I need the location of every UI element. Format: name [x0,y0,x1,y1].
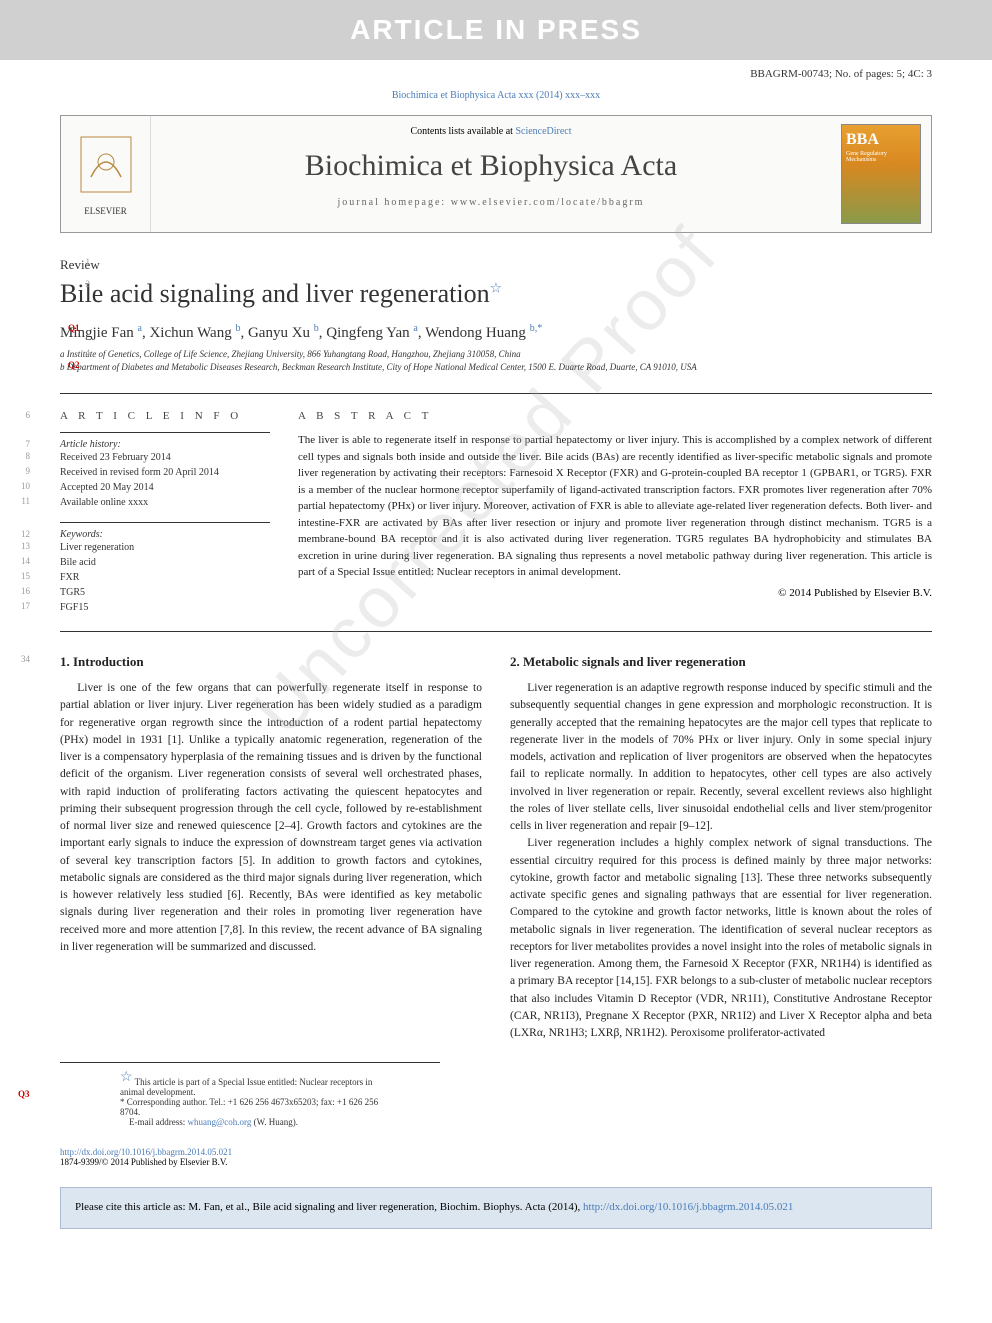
article-info-heading: A R T I C L E I N F O [60,410,270,422]
line-number: 2 [70,279,90,289]
citation-box: Please cite this article as: M. Fan, et … [60,1187,932,1228]
abstract-text: The liver is able to regenerate itself i… [298,432,932,581]
divider [60,631,932,632]
line-number: 1 [70,257,90,267]
article-in-press-banner: ARTICLE IN PRESS [0,0,992,60]
star-footnote: This article is part of a Special Issue … [120,1077,372,1097]
footnote-star: ☆ [490,281,503,296]
line-number: 34 [10,654,30,664]
contents-line: Contents lists available at ScienceDirec… [171,126,811,137]
affiliations: a Institute of Genetics, College of Life… [60,348,932,373]
journal-center: Contents lists available at ScienceDirec… [151,116,831,232]
article-title: Bile acid signaling and liver regenerati… [60,279,932,309]
divider [60,393,932,394]
section-2-heading: 2. Metabolic signals and liver regenerat… [510,654,932,670]
query-mark: Q1 [68,323,80,333]
line-number: 7 [10,439,30,449]
article-history-label: Article history: [60,439,270,450]
line-number: 6 [10,410,30,420]
elsevier-text: ELSEVIER [84,206,127,216]
cover-title: BBA [846,131,916,149]
citation-doi-link[interactable]: http://dx.doi.org/10.1016/j.bbagrm.2014.… [583,1201,793,1213]
sciencedirect-link[interactable]: ScienceDirect [515,126,571,137]
line-number: 12 [10,529,30,539]
journal-header-box: ELSEVIER Contents lists available at Sci… [60,115,932,233]
keywords-label: Keywords: [60,529,270,540]
left-column: 34 1. Introduction Liver is one of the f… [60,654,482,1042]
query-mark: Q3 [18,1089,30,1099]
article-type: Review [60,257,932,273]
article-info-column: 6 A R T I C L E I N F O 7 Article histor… [60,410,270,615]
doi-block: http://dx.doi.org/10.1016/j.bbagrm.2014.… [0,1133,992,1177]
journal-name: Biochimica et Biophysica Acta [171,149,811,183]
email-link[interactable]: whuang@coh.org [187,1117,251,1127]
section-2-body-2: Liver regeneration includes a highly com… [510,835,932,1042]
doi-link[interactable]: http://dx.doi.org/10.1016/j.bbagrm.2014.… [60,1147,232,1157]
section-1-heading: 1. Introduction [60,654,482,670]
journal-reference-line: Biochimica et Biophysica Acta xxx (2014)… [0,84,992,107]
cover-subtitle: Gene Regulatory Mechanisms [846,151,916,163]
section-2-body-1: Liver regeneration is an adaptive regrow… [510,680,932,835]
authors-list: Mingjie Fan a, Xichun Wang b, Ganyu Xu b… [60,323,932,342]
abstract-heading: A B S T R A C T [298,410,932,422]
manuscript-id: BBAGRM-00743; No. of pages: 5; 4C: 3 [0,60,992,84]
bba-cover: BBA Gene Regulatory Mechanisms [831,116,931,232]
abstract-column: A B S T R A C T The liver is able to reg… [298,410,932,615]
right-column: 2. Metabolic signals and liver regenerat… [510,654,932,1042]
copyright-line: © 2014 Published by Elsevier B.V. [298,587,932,599]
footnotes: Q3 ☆ This article is part of a Special I… [60,1062,440,1133]
issn-line: 1874-9399/© 2014 Published by Elsevier B… [60,1157,932,1167]
line-number: 4 [70,348,90,358]
elsevier-logo: ELSEVIER [61,116,151,232]
corresponding-author-note: Corresponding author. Tel.: +1 626 256 4… [120,1097,378,1117]
section-1-body: Liver is one of the few organs that can … [60,680,482,956]
query-mark: Q2 [68,360,80,370]
journal-homepage: journal homepage: www.elsevier.com/locat… [171,197,811,208]
